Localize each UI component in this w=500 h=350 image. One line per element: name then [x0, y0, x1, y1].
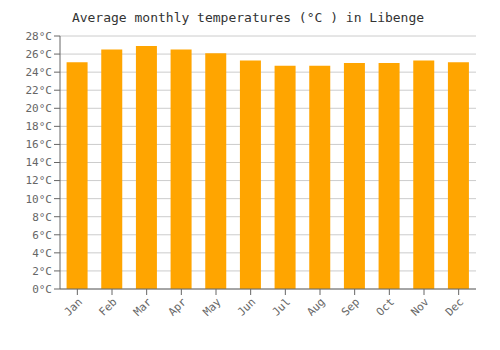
svg-text:May: May — [200, 295, 224, 319]
svg-text:24°C: 24°C — [26, 66, 53, 79]
svg-text:12°C: 12°C — [26, 174, 53, 187]
svg-text:10°C: 10°C — [26, 193, 53, 206]
svg-text:Dec: Dec — [443, 295, 466, 318]
svg-text:Mar: Mar — [131, 295, 155, 319]
svg-text:18°C: 18°C — [26, 120, 53, 133]
svg-text:28°C: 28°C — [26, 30, 53, 43]
svg-text:0°C: 0°C — [32, 283, 52, 296]
svg-text:4°C: 4°C — [32, 247, 52, 260]
svg-text:2°C: 2°C — [32, 265, 52, 278]
svg-text:Sep: Sep — [339, 295, 362, 318]
svg-text:6°C: 6°C — [32, 229, 52, 242]
svg-text:16°C: 16°C — [26, 138, 53, 151]
html-text:Average monthly temperatures (: Average monthly temperatures (°C ) in Li… — [71, 10, 425, 25]
svg-text:Oct: Oct — [374, 295, 397, 318]
svg-text:8°C: 8°C — [32, 211, 52, 224]
svg-text:Jun: Jun — [235, 295, 258, 318]
svg-text:Feb: Feb — [96, 295, 119, 318]
svg-text:20°C: 20°C — [26, 102, 53, 115]
svg-text:Jan: Jan — [62, 295, 85, 318]
svg-text:Aug: Aug — [304, 295, 327, 318]
svg-text:Apr: Apr — [166, 295, 190, 319]
svg-text:Jul: Jul — [270, 295, 293, 318]
svg-text:26°C: 26°C — [26, 48, 53, 61]
svg-text:14°C: 14°C — [26, 156, 53, 169]
svg-text:22°C: 22°C — [26, 84, 53, 97]
svg-text:Nov: Nov — [408, 295, 432, 319]
